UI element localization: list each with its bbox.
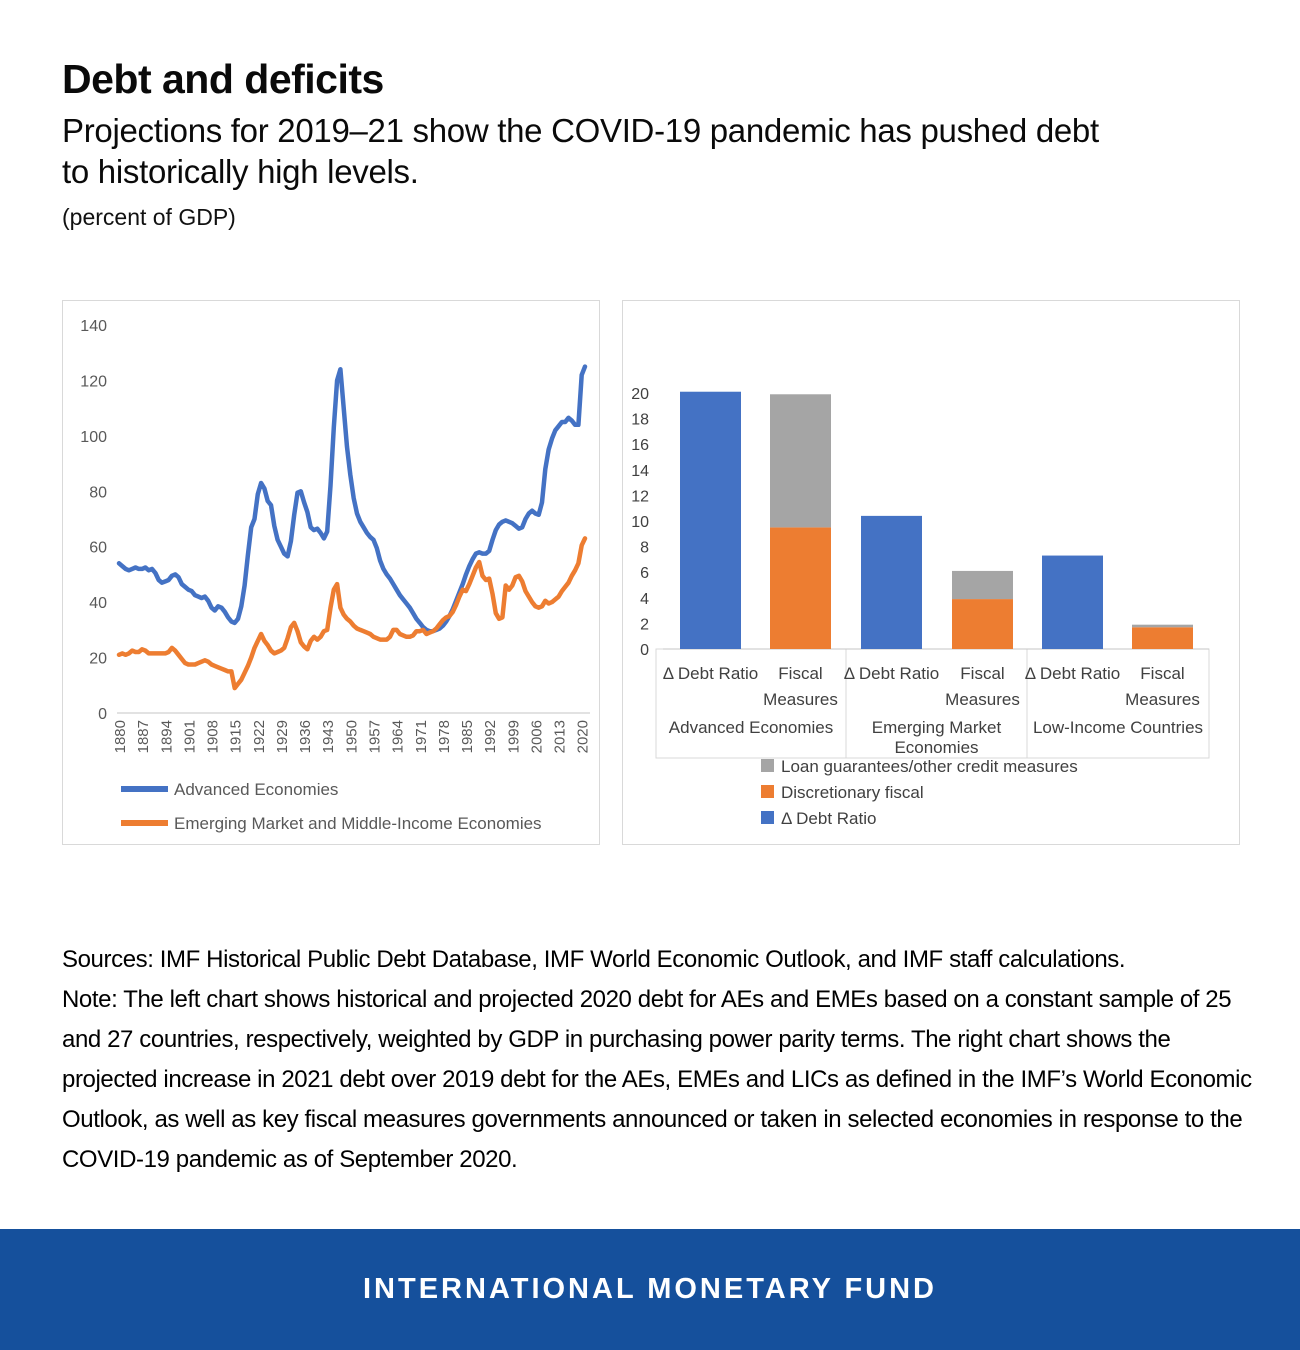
svg-text:1957: 1957 [366,720,383,753]
svg-text:4: 4 [640,591,649,608]
svg-text:20: 20 [89,651,107,668]
svg-text:16: 16 [631,437,649,454]
svg-text:0: 0 [98,706,107,723]
svg-text:Measures: Measures [945,690,1020,709]
svg-text:Measures: Measures [1125,690,1200,709]
svg-text:1929: 1929 [274,720,291,753]
svg-text:140: 140 [80,318,107,335]
svg-text:14: 14 [631,463,649,480]
sources-line: Sources: IMF Historical Public Debt Data… [62,946,1126,973]
svg-text:Measures: Measures [763,690,838,709]
svg-text:Fiscal: Fiscal [1140,664,1184,683]
banner-text: INTERNATIONAL MONETARY FUND [363,1273,937,1305]
svg-text:Δ Debt Ratio: Δ Debt Ratio [844,664,939,683]
notes: Sources: IMF Historical Public Debt Data… [62,940,1252,1180]
page-title: Debt and deficits [62,56,384,102]
svg-text:1880: 1880 [112,720,129,753]
bar-chart-panel: 0 2 4 6 8 10 12 14 16 18 20 Δ Debt Ratio Fiscal Measu… [622,300,1240,845]
svg-text:6: 6 [640,565,649,582]
svg-text:Discretionary fiscal: Discretionary fiscal [781,783,924,802]
svg-text:Fiscal: Fiscal [778,664,822,683]
svg-text:100: 100 [80,429,107,446]
svg-text:Δ Debt Ratio: Δ Debt Ratio [663,664,758,683]
svg-text:Δ Debt Ratio: Δ Debt Ratio [781,809,876,828]
line-chart-panel: 0 20 40 60 80 100 120 140 1880 1887 1894 1901 1908 19… [62,300,600,845]
svg-text:Economies: Economies [894,738,978,757]
svg-text:2013: 2013 [552,720,569,753]
svg-text:Advanced Economies: Advanced Economies [669,718,833,737]
unit-note: (percent of GDP) [62,204,236,231]
svg-text:1943: 1943 [320,720,337,753]
svg-text:Emerging Market: Emerging Market [872,718,1002,737]
svg-text:40: 40 [89,595,107,612]
svg-text:1915: 1915 [228,720,245,753]
svg-text:1964: 1964 [390,720,407,753]
svg-text:60: 60 [89,540,107,557]
svg-text:1999: 1999 [505,720,522,753]
svg-text:2020: 2020 [575,720,592,753]
svg-text:18: 18 [631,412,649,429]
svg-text:1922: 1922 [251,720,268,753]
svg-text:1950: 1950 [343,720,360,753]
svg-text:1992: 1992 [482,720,499,753]
svg-text:Δ Debt Ratio: Δ Debt Ratio [1025,664,1120,683]
svg-text:1887: 1887 [135,720,152,753]
svg-text:1971: 1971 [413,720,430,753]
svg-text:12: 12 [631,488,649,505]
svg-text:Advanced Economies: Advanced Economies [174,780,338,799]
svg-text:1985: 1985 [459,720,476,753]
svg-text:0: 0 [640,642,649,659]
svg-text:1894: 1894 [158,720,175,753]
imf-banner: INTERNATIONAL MONETARY FUND [0,1229,1300,1350]
svg-text:80: 80 [89,484,107,501]
svg-text:20: 20 [631,386,649,403]
svg-text:Fiscal: Fiscal [960,664,1004,683]
svg-text:Emerging Market and Middle-Inc: Emerging Market and Middle-Income Econom… [174,814,542,833]
note-line: Note: The left chart shows historical an… [62,986,1252,1173]
svg-text:1901: 1901 [181,720,198,753]
svg-text:2: 2 [640,616,649,633]
svg-text:1978: 1978 [436,720,453,753]
header: Debt and deficits Projections for 2019–2… [62,56,1182,231]
svg-text:120: 120 [80,373,107,390]
bar-chart: 0 2 4 6 8 10 12 14 16 18 20 Δ Debt Ratio Fiscal Measu… [631,386,1210,828]
svg-text:1936: 1936 [297,720,314,753]
subtitle: Projections for 2019–21 show the COVID-1… [62,112,1099,191]
svg-text:8: 8 [640,540,649,557]
svg-text:10: 10 [631,514,649,531]
svg-text:2006: 2006 [528,720,545,753]
svg-text:Low-Income Countries: Low-Income Countries [1033,718,1203,737]
line-chart: 0 20 40 60 80 100 120 140 1880 1887 1894 1901 1908 19… [80,318,592,833]
svg-text:Loan guarantees/other credit m: Loan guarantees/other credit measures [781,757,1078,776]
svg-text:1908: 1908 [205,720,222,753]
